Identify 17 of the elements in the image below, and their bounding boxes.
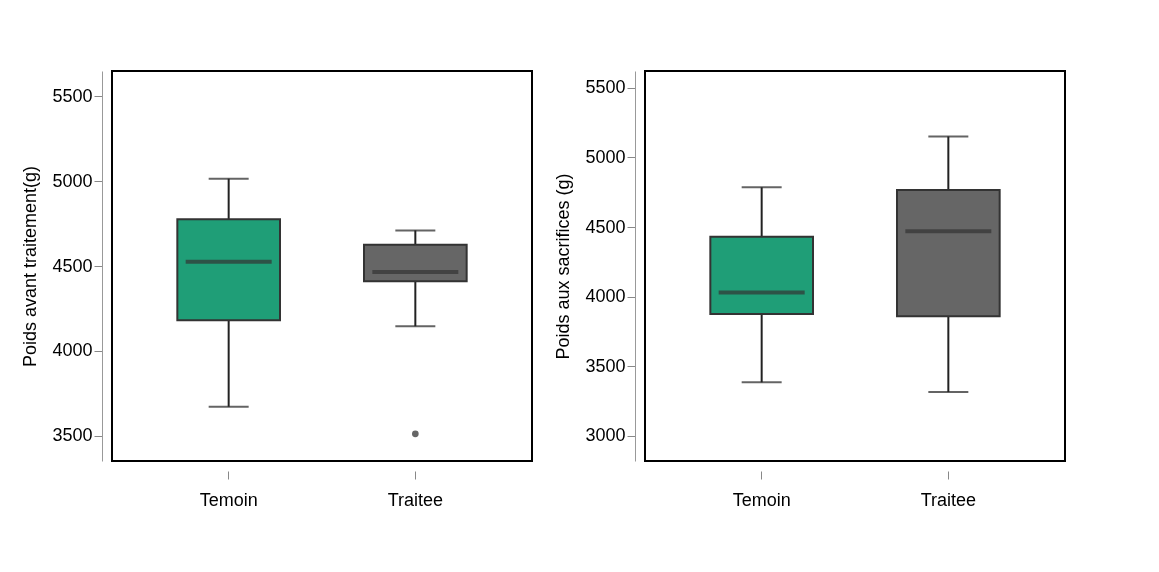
y-tick-label: 5000 [52,170,93,191]
x-tick-label: Traitee [920,489,977,510]
y-axis-title: Poids avant traitement(g) [20,165,41,368]
x-tick-label: Temoin [732,489,791,510]
y-axis-title: Poids aux sacrifices (g) [553,173,574,360]
y-tick-label: 4000 [52,340,93,361]
y-tick-label: 4000 [585,286,626,307]
y-tick-label: 3500 [585,355,626,376]
y-tick-label: 4500 [585,216,626,237]
y-tick-label: 5500 [52,85,93,106]
y-tick-label: 5500 [585,77,626,98]
y-tick-label: 3000 [585,425,626,446]
y-tick-label: 4500 [52,255,93,276]
y-tick-label: 5000 [585,146,626,167]
x-tick-label: Temoin [199,489,258,510]
y-tick-label: 3500 [52,425,93,446]
x-tick-label: Traitee [387,489,444,510]
